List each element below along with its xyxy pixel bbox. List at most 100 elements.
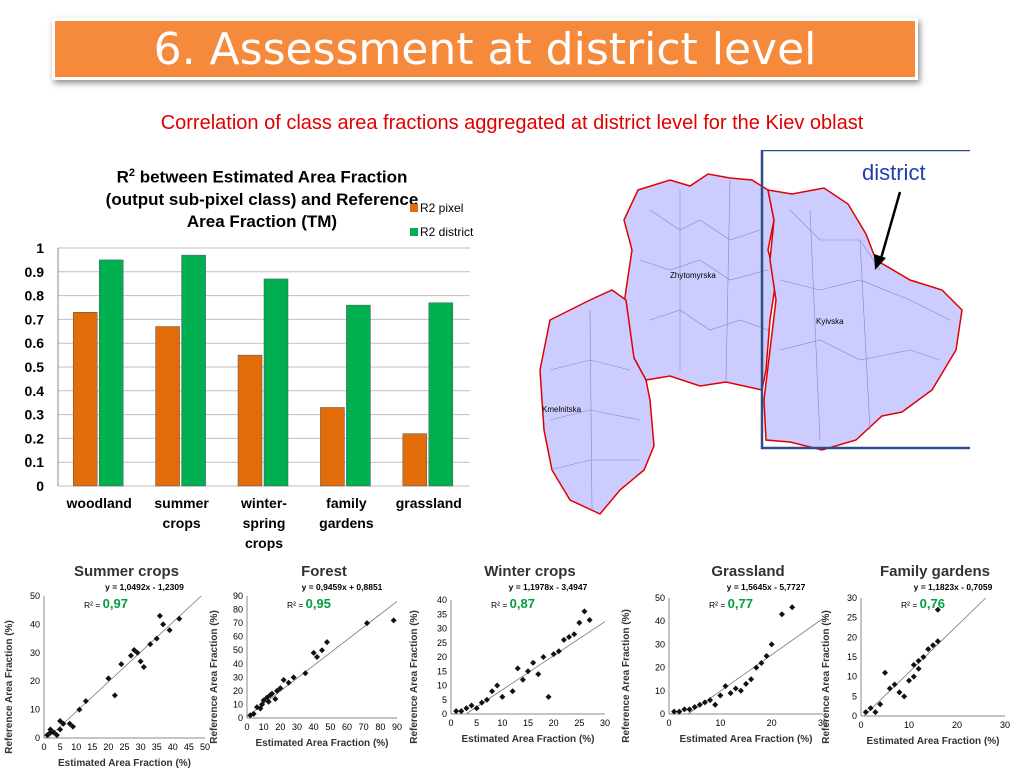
title-line3: Area Fraction (TM) [186,211,338,231]
scatter-xtick-label: 35 [152,742,162,752]
scatter-point [560,636,567,643]
scatter-point [60,720,67,727]
scatter-point [581,608,588,615]
scatter-point [901,693,908,700]
scatter-point [910,661,917,668]
scatter-xtick-label: 10 [259,722,269,732]
bar-category-label: spring [243,515,286,531]
scatter-point [153,635,160,642]
district-arrowhead [874,254,886,270]
scatter-point [118,661,125,668]
scatter-point [324,639,330,646]
scatter-point [147,641,154,648]
scatter-point [671,708,678,715]
map-svg: Zhytomyrska Kyivska Kmelnitska [539,148,974,515]
bar-district [428,302,454,487]
scatter-ytick-label: 30 [655,639,665,649]
scatter-point [134,649,141,656]
scatter-point [872,709,879,716]
scatter-xtick-label: 20 [275,722,285,732]
scatter-point [701,699,708,706]
scatter-point [737,687,744,694]
title-banner: 6. Assessment at district level [52,18,918,80]
scatter-point [478,699,485,706]
scatter-point [494,682,501,689]
scatter-point [535,671,542,678]
scatter-point [509,688,516,695]
scatter-ytick-label: 50 [233,645,243,655]
scatter-xlabel: Estimated Area Fraction (%) [462,734,595,745]
r2-number: 0,76 [920,596,945,611]
scatter-point [707,697,714,704]
scatter-point [545,693,552,700]
zhytomyrska-region [621,173,777,391]
scatter-xtick-label: 45 [184,742,194,752]
title-line1: between Estimated Area Fraction [135,167,408,187]
bar-category-label: woodland [66,495,132,511]
bar-category-label: winter- [240,495,287,511]
scatter-ytick-label: 90 [233,591,243,601]
legend-swatch [410,228,418,236]
r2-number: 0,97 [103,596,128,611]
scatter-ylabel: Reference Area Fraction (%) [4,620,15,754]
scatter-point [453,708,460,715]
scatter-title: Summer crops [74,563,179,580]
scatter-ytick-label: 0 [660,709,665,719]
scatter-point [571,631,578,638]
district-label: district [862,160,926,185]
bar-pixel [237,354,263,487]
scatter-point [364,620,370,627]
scatter-ytick-label: 0 [852,711,857,721]
trend-equation: y = 1,1823x - 0,7059 [914,582,993,592]
bar-ytick-label: 0.5 [25,359,45,375]
title-sup: 2 [128,167,135,179]
r2-number: 0,95 [306,596,331,611]
bar-ytick-label: 0.8 [25,288,45,304]
scatter-point [763,653,770,659]
bar-ytick-label: 0.2 [25,430,45,446]
scatter-point [140,664,147,670]
scatter-point [57,717,64,724]
scatter-xtick-label: 70 [359,722,369,732]
scatter-point [250,710,257,717]
bar-category-label: gardens [319,515,374,531]
scatter-point [910,673,917,680]
bar-ytick-label: 0.6 [25,335,45,351]
bar-ytick-label: 0.1 [25,454,45,470]
scatter-title: Family gardens [880,563,990,580]
scatter-point [280,677,287,684]
scatter-point [127,652,134,659]
scatter-xtick-label: 30 [1000,720,1010,730]
scatter-xlabel: Estimated Area Fraction (%) [867,736,1000,747]
r2-number: 0,77 [728,596,753,611]
scatter-point [160,621,167,628]
scatter-xtick-label: 15 [523,718,533,728]
scatter-point [156,612,163,619]
map-label-kmelnitska: Kmelnitska [542,405,582,414]
scatter-ytick-label: 15 [847,652,857,662]
bar-ytick-label: 0.9 [25,264,45,280]
district-map: Zhytomyrska Kyivska Kmelnitska [530,148,974,520]
scatter-point [489,688,496,695]
scatter-xtick-label: 40 [309,722,319,732]
scatter-point [586,616,593,623]
scatter-xtick-label: 10 [715,718,725,728]
scatter-point [53,732,60,739]
scatter-point [257,705,264,712]
scatter-point [519,676,526,683]
scatter-point [691,704,698,711]
scatter-ytick-label: 70 [233,618,243,628]
scatter-point [886,685,893,692]
scatter-xtick-label: 0 [41,742,46,752]
r2-label: R² = [709,600,728,610]
bar-category-label: crops [163,515,201,531]
bar-district [346,304,371,487]
r2-label: R² = [491,600,510,610]
trend-equation: y = 1,5645x - 5,7727 [727,582,806,592]
scatter-ylabel: Reference Area Fraction (%) [409,610,420,744]
scatter-point [483,696,490,703]
r2-value: R² = 0,76 [901,596,945,611]
r2-number: 0,87 [510,596,535,611]
scatter-point [915,665,922,672]
scatter-point [696,701,703,708]
